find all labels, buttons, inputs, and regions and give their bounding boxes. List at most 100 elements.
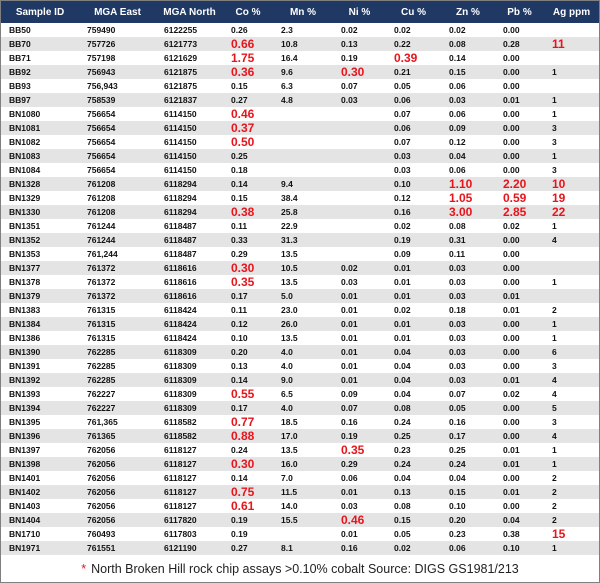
cell: 0.01	[341, 529, 358, 539]
cell: 0.29	[231, 249, 248, 259]
cell: 4	[552, 389, 557, 399]
sample-id: BN1404	[1, 513, 79, 527]
sample-id: BN1394	[1, 401, 79, 415]
table-row: BB97 758539 6121837 0.27 4.8 0.03 0.06 0.03 0.01…	[1, 93, 599, 107]
cell: 1	[544, 457, 599, 471]
cell: 759490	[87, 25, 116, 35]
cell: 4.0	[281, 361, 293, 371]
empty-cell	[333, 205, 386, 219]
highlighted-cell: 1.05	[449, 191, 473, 205]
cell: 0.16	[341, 417, 358, 427]
sample-id: BN1710	[9, 529, 41, 539]
cell: 0.00	[503, 361, 520, 371]
cell: 6121837	[156, 93, 223, 107]
cell: 0.01	[495, 457, 544, 471]
cell: 1	[552, 221, 557, 231]
cell: 1	[552, 333, 557, 343]
cell: 1	[544, 317, 599, 331]
cell: 0.00	[503, 81, 520, 91]
cell: 2	[544, 485, 599, 499]
cell: 0.00	[503, 137, 520, 147]
cell: 6118309	[156, 373, 223, 387]
cell: 0.06	[386, 121, 441, 135]
cell: 0.03	[441, 93, 495, 107]
cell: 3	[552, 137, 557, 147]
cell: 4	[544, 429, 599, 443]
table-header: Sample ID MGA East MGA North Co % Mn % Ni % Cu…	[1, 1, 599, 23]
table-row: BN1394 762227 6118309 0.17 4.0 0.07 0.08 0.05 0.…	[1, 401, 599, 415]
sample-id: BN1403	[9, 501, 41, 511]
cell: 0.03	[394, 165, 411, 175]
cell: 0.25	[386, 429, 441, 443]
cell: 6118127	[156, 457, 223, 471]
cell: 1	[552, 445, 557, 455]
cell: 11.5	[273, 485, 333, 499]
cell: 0.00	[495, 261, 544, 275]
cell: 0.22	[386, 37, 441, 51]
table-row: BN1391 762285 6118309 0.13 4.0 0.01 0.04 0.03 0.…	[1, 359, 599, 373]
cell: 4.0	[273, 345, 333, 359]
table-row: BN1396 761365 6118582 0.88 17.0 0.19 0.25 0.17 0…	[1, 429, 599, 443]
cell: 1	[552, 109, 557, 119]
cell: 6114150	[156, 149, 223, 163]
cell: 756654	[87, 137, 116, 147]
cell: 0.03	[449, 333, 466, 343]
column-header: MGA East	[79, 1, 156, 23]
cell: 762056	[79, 457, 156, 471]
table-row: BN1378 761372 6118616 0.35 13.5 0.03 0.01 0.03 0…	[1, 275, 599, 289]
sample-id: BN1398	[1, 457, 79, 471]
cell: 6118127	[156, 485, 223, 499]
cell: 762056	[87, 473, 116, 483]
cell: 0.01	[341, 305, 358, 315]
cell: 0.06	[449, 81, 466, 91]
empty-cell	[333, 135, 386, 149]
cell: 0.28	[495, 37, 544, 51]
table-row: BN1083 756654 6114150 0.25 0.03 0.04 0.00 1	[1, 149, 599, 163]
cell: 6118582	[164, 417, 197, 427]
sample-id: BN1390	[1, 345, 79, 359]
cell: 31.3	[273, 233, 333, 247]
cell: 6118309	[164, 361, 197, 371]
cell: 6118616	[164, 277, 197, 287]
cell: 761244	[87, 221, 116, 231]
table-row: BN1397 762056 6118127 0.24 13.5 0.35 0.23 0.25 0…	[1, 443, 599, 457]
cell: 23.0	[281, 305, 298, 315]
cell: 0.24	[386, 457, 441, 471]
column-header: Co %	[223, 1, 273, 23]
cell: 0.17	[441, 429, 495, 443]
cell: 0.38	[503, 529, 520, 539]
cell: 16.4	[281, 53, 298, 63]
cell: 13.5	[281, 249, 298, 259]
empty-cell	[544, 23, 599, 37]
highlighted-cell: 1.10	[441, 177, 495, 191]
cell: 9.6	[273, 65, 333, 79]
sample-id: BN1351	[9, 221, 41, 231]
sample-id: BB97	[1, 93, 79, 107]
cell: 6122255	[164, 25, 198, 35]
cell: 6118487	[156, 233, 223, 247]
cell: 0.03	[441, 261, 495, 275]
cell: 6118616	[156, 261, 223, 275]
empty-cell	[273, 149, 333, 163]
table-row: BN1401 762056 6118127 0.14 7.0 0.06 0.04 0.04 0.…	[1, 471, 599, 485]
cell: 0.00	[495, 65, 544, 79]
cell: 0.00	[495, 233, 544, 247]
cell: 761551	[79, 541, 156, 555]
cell: 5.0	[273, 289, 333, 303]
cell: 0.03	[441, 345, 495, 359]
cell: 2	[552, 501, 557, 511]
cell: 13.5	[281, 445, 298, 455]
cell: 0.09	[394, 249, 411, 259]
highlighted-cell: 0.61	[231, 499, 255, 513]
sample-id: BN1330	[1, 205, 79, 219]
column-header: Sample ID	[1, 1, 79, 23]
cell: 756654	[79, 149, 156, 163]
table-row: BN1710 760493 6117803 0.19 0.01 0.05 0.23 0.38 1…	[1, 527, 599, 541]
cell: 0.27	[223, 541, 273, 555]
table-row: BB92 756943 6121875 0.36 9.6 0.30 0.21 0.15 0.00…	[1, 65, 599, 79]
cell: 0.07	[333, 401, 386, 415]
cell: 762056	[87, 445, 116, 455]
highlighted-cell: 0.46	[333, 513, 386, 527]
cell: 0.24	[394, 417, 411, 427]
